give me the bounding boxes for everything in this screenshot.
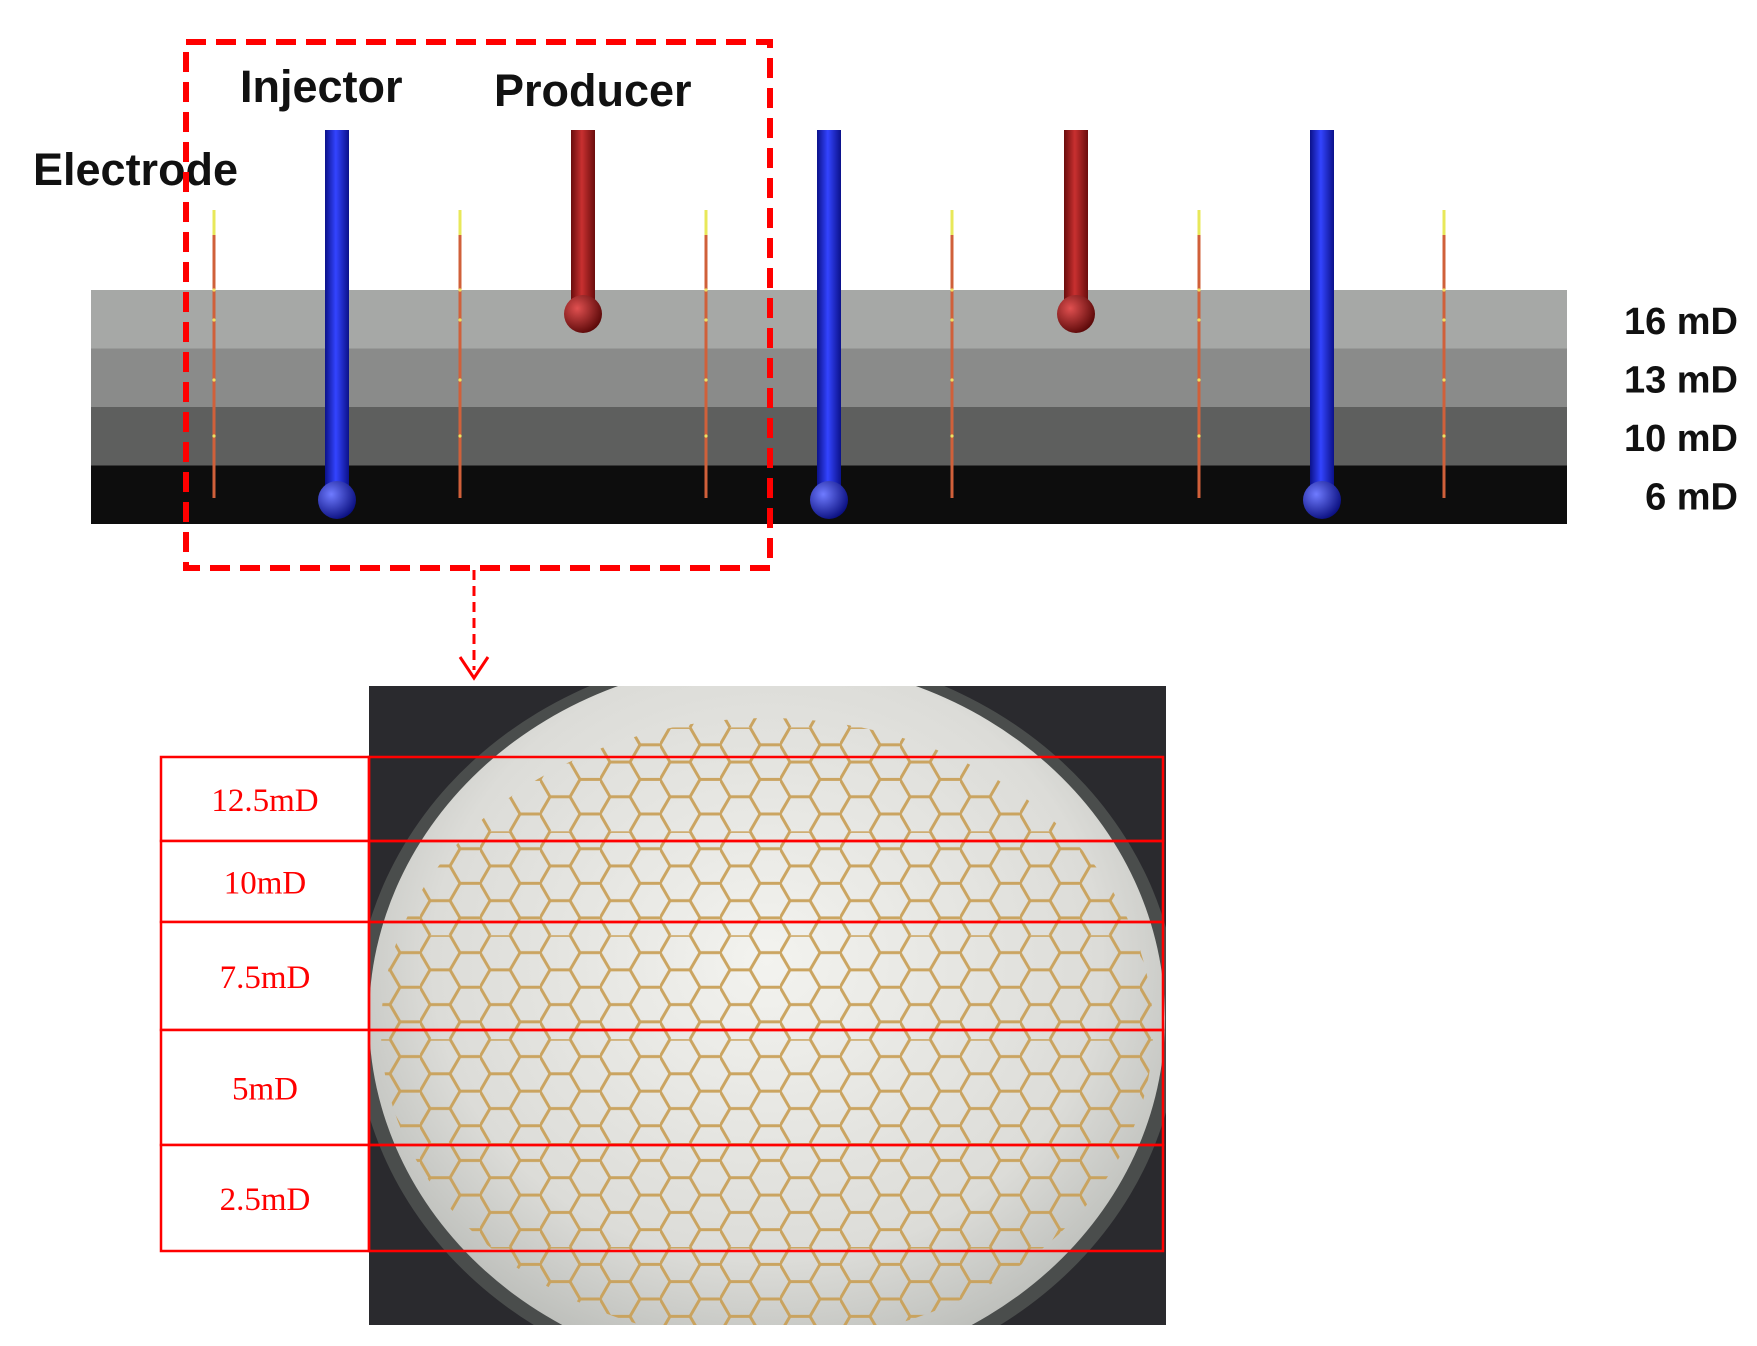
zone-band <box>367 1143 1165 1253</box>
electrodes <box>212 210 1446 498</box>
zone-permeability-label: 12.5mD <box>211 783 318 819</box>
micromodel-photo <box>369 686 1166 1325</box>
zone-permeability-label: 5mD <box>232 1072 298 1108</box>
electrode <box>458 210 462 498</box>
layer-permeability-label: 13 mD <box>1624 360 1738 402</box>
layer-permeability-label: 10 mD <box>1624 418 1738 460</box>
injector-well <box>318 130 356 519</box>
highlight-arrow-head <box>458 656 490 681</box>
injector-label: Injector <box>240 61 403 112</box>
layer-permeability-label: 6 mD <box>1645 477 1738 519</box>
producer-well <box>1057 130 1095 333</box>
electrode <box>1197 210 1201 498</box>
producer-well <box>564 130 602 333</box>
zone-permeability-label: 2.5mD <box>220 1182 311 1218</box>
injector-well <box>1303 130 1341 519</box>
electrode <box>212 210 216 498</box>
producer-label: Producer <box>494 65 692 116</box>
injector-well <box>810 130 848 519</box>
electrode-label: Electrode <box>33 144 238 195</box>
zone-permeability-label: 10mD <box>224 866 307 902</box>
layer-labels: 16 mD 13 mD 10 mD 6 mD <box>1624 301 1738 519</box>
wells <box>318 130 1341 519</box>
electrode <box>950 210 954 498</box>
electrode <box>1442 210 1446 498</box>
electrode <box>704 210 708 498</box>
layer-permeability-label: 16 mD <box>1624 301 1738 343</box>
highlight-box <box>183 39 773 571</box>
zone-permeability-label: 7.5mD <box>220 960 311 996</box>
zone-label-cell <box>159 1028 371 1147</box>
micromodel-zones: 12.5mD 10mD 7.5mD 5mD 2.5mD <box>159 755 1165 1253</box>
zone-label-cell <box>159 1143 371 1253</box>
